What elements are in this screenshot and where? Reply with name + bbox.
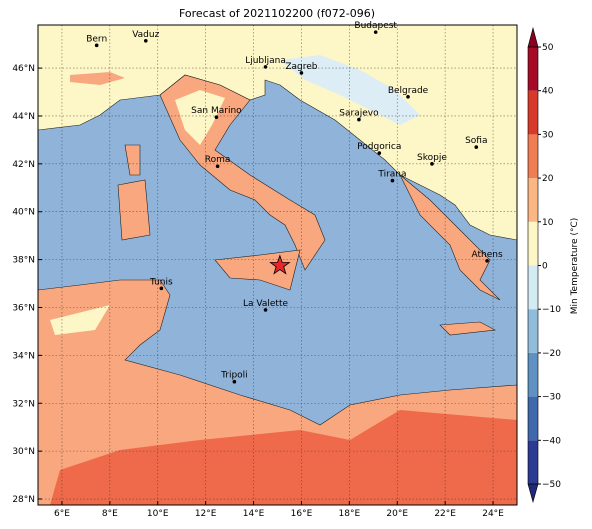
city-label: Tripoli [220,371,248,381]
italy-interior [175,90,225,145]
y-tick-label: 30°N [12,447,35,457]
city-dot [159,286,164,291]
colorbar-under [527,483,539,504]
colorbar-band [528,134,538,179]
y-tick-label: 44°N [12,112,35,122]
colorbar-label: Min Temperature (°C) [570,218,580,315]
y-tick-label: 36°N [12,303,35,313]
y-tick-label: 28°N [12,495,35,505]
warm-patch [70,72,125,85]
colorbar-tick-label: 10 [542,218,554,228]
city-label: Tunis [149,277,173,287]
chart-title: Forecast of 2021102200 (f072-096) [179,7,375,20]
x-tick-label: 8°E [102,509,118,519]
city-dot [214,115,219,119]
colorbar-tick-label: −10 [542,305,561,315]
city-dot [232,379,237,384]
city-dot [263,308,268,312]
x-tick-label: 6°E [54,509,70,519]
city-dot [406,95,410,99]
colorbar-band [528,352,538,397]
y-tick-label: 42°N [12,160,35,170]
city-dot [215,164,220,169]
colorbar-over [527,26,539,48]
event-marker [269,254,291,275]
colorbar-band [528,309,538,353]
cold-patch [280,55,420,125]
city-label: Tirana [377,170,406,180]
colorbar-tick-label: −30 [542,393,561,403]
city-label: Vaduz [132,30,159,40]
city-dot [390,178,395,183]
colorbar-tick-label: −20 [542,349,561,359]
y-tick-label: 46°N [12,64,35,74]
x-tick-label: 22°E [434,509,456,519]
colorbar-band [528,90,538,135]
city-label: Zagreb [285,62,317,72]
colorbar-tick-label: −50 [542,480,561,490]
y-tick-label: 40°N [12,208,35,218]
x-tick-label: 14°E [243,509,265,519]
city-label: San Marino [191,106,242,116]
sardinia [117,179,151,241]
x-tick-label: 12°E [195,509,217,519]
city-dot [94,43,99,48]
city-label: Podgorica [357,142,401,152]
x-tick-label: 24°E [482,509,504,519]
city-dot [474,145,479,149]
city-label: Sarajevo [339,109,379,119]
colorbar-tick-label: 50 [542,43,554,53]
crete [439,321,496,336]
city-label: Bern [86,34,107,44]
hot-patch [50,410,517,505]
y-tick-label: 34°N [12,351,35,361]
mild-patch [50,305,110,335]
colorbar-band [528,396,538,441]
city-dot [430,162,434,166]
x-tick-label: 16°E [291,509,313,519]
city-dot [299,71,304,75]
city-label: Belgrade [388,86,429,96]
corsica [124,144,141,176]
colorbar-tick-label: 30 [542,130,554,140]
city-label: Ljubljana [245,56,286,66]
colorbar-band [528,221,538,266]
colorbar-band [528,178,538,222]
colorbar-tick-label: 40 [542,87,554,97]
colorbar-band [528,47,538,91]
city-dot [377,151,382,155]
city-label: Skopje [417,153,447,163]
y-tick-label: 32°N [12,399,35,409]
colorbar-tick-label: −40 [542,436,561,446]
city-label: Sofia [465,136,487,146]
colorbar-tick-label: 20 [542,174,554,184]
city-dot [263,65,268,69]
city-dot [485,259,489,263]
city-dot [143,39,148,43]
x-tick-label: 20°E [386,509,408,519]
map-frame [37,24,518,506]
city-label: Budapest [354,21,397,31]
colorbar-tick-label: 0 [542,262,548,272]
y-tick-label: 38°N [12,256,35,266]
city-label: Athens [471,250,502,260]
x-tick-label: 18°E [339,509,361,519]
colorbar-band [528,265,538,310]
city-label: Roma [205,155,231,165]
city-dot [357,117,361,122]
city-label: La Valette [243,299,288,309]
colorbar-band [528,440,538,484]
balkan-coast [399,174,501,301]
x-tick-label: 10°E [147,509,169,519]
city-dot [373,30,378,34]
